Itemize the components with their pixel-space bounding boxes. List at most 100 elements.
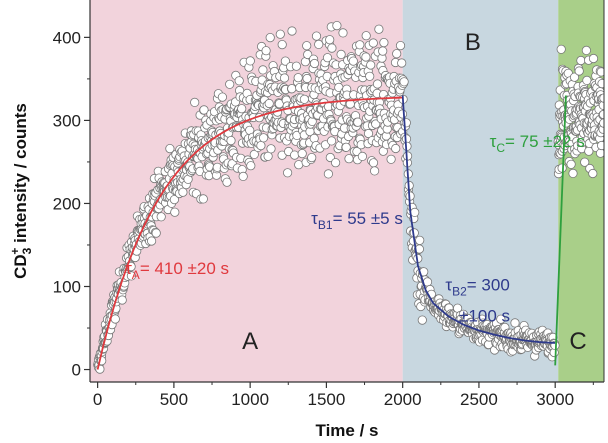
data-point — [399, 77, 409, 87]
data-point — [110, 314, 120, 324]
data-point — [258, 133, 269, 143]
data-point — [369, 166, 380, 176]
data-point — [372, 79, 383, 89]
tau-symbol: τ — [445, 276, 452, 295]
data-point — [336, 49, 346, 60]
y-tick-label: 400 — [53, 28, 81, 47]
data-point — [277, 39, 287, 50]
data-point — [265, 32, 275, 43]
data-point — [126, 271, 136, 281]
data-point — [282, 168, 293, 178]
y-axis-title-sub: 3 — [20, 247, 34, 254]
fit-annotation: τB2= 300 — [445, 276, 509, 299]
data-point — [302, 41, 312, 51]
data-point — [391, 143, 401, 154]
tau-symbol: τ — [311, 209, 318, 228]
data-point — [280, 56, 290, 66]
data-point — [566, 159, 576, 169]
data-point — [151, 228, 161, 238]
data-point — [225, 79, 235, 89]
fit-curve-a — [96, 96, 403, 370]
data-point — [156, 212, 166, 222]
data-point — [379, 37, 389, 48]
axes — [89, 0, 605, 383]
data-point — [353, 117, 363, 127]
fit-value: = 410 ±20 s — [140, 259, 229, 278]
data-point — [417, 315, 427, 325]
data-point — [355, 40, 365, 50]
y-axis-title: CD3+ intensity / counts — [8, 103, 34, 279]
data-point — [397, 58, 407, 68]
fit-curves — [96, 95, 567, 370]
data-point — [588, 53, 599, 64]
data-point — [496, 314, 506, 324]
data-point — [338, 28, 348, 38]
data-point — [401, 118, 411, 128]
data-point — [258, 65, 268, 75]
region-label-b: B — [465, 29, 481, 56]
data-point — [415, 235, 425, 245]
data-point — [581, 45, 592, 56]
data-point — [198, 194, 208, 204]
data-point — [238, 171, 248, 181]
y-tick-label: 300 — [53, 111, 81, 130]
data-point — [287, 26, 297, 36]
fit-annotation: ±100 s — [459, 306, 510, 325]
data-point — [147, 236, 157, 246]
data-point — [410, 207, 420, 217]
data-point — [597, 140, 604, 151]
x-tick-label: 1000 — [231, 390, 269, 409]
x-tick-label: 0 — [93, 390, 102, 409]
data-point — [332, 21, 342, 31]
data-point — [374, 24, 384, 34]
data-point — [595, 148, 604, 158]
data-point — [199, 105, 209, 115]
tau-subscript: A — [132, 268, 140, 282]
ticks: 0 500 1000 1500 2000 2500 3000 0 100 200 300 400 — [53, 28, 594, 409]
data-point — [596, 67, 604, 77]
data-point — [178, 187, 188, 197]
data-point — [237, 104, 247, 114]
fit-value: = 300 — [467, 276, 510, 295]
x-tick-label: 500 — [160, 390, 188, 409]
y-axis-title-rest: intensity / counts — [11, 103, 30, 248]
data-point — [190, 97, 200, 108]
data-point — [311, 31, 322, 41]
data-point — [395, 40, 406, 51]
data-point — [357, 151, 367, 161]
fit-curve-b — [401, 95, 556, 344]
x-axis-title: Time / s — [316, 421, 379, 440]
data-point — [275, 29, 285, 39]
fit-annotation: τC= 75 ±22 s — [490, 132, 585, 155]
data-point — [245, 56, 255, 66]
data-point — [326, 136, 337, 146]
data-point — [378, 46, 388, 56]
data-point — [392, 49, 402, 59]
data-point — [117, 295, 127, 305]
fit-value: ±100 s — [459, 306, 510, 325]
data-point — [365, 71, 375, 81]
data-point — [323, 169, 333, 179]
data-point — [314, 39, 324, 50]
data-point — [371, 119, 381, 129]
x-tick-label: 2500 — [460, 390, 498, 409]
data-point — [309, 58, 320, 69]
data-point — [368, 38, 378, 48]
data-point — [366, 60, 376, 70]
data-point — [325, 35, 335, 45]
fit-value: = 75 ±22 s — [505, 132, 585, 151]
data-point — [361, 31, 371, 41]
y-tick-label: 100 — [53, 278, 81, 297]
data-point — [363, 128, 374, 139]
data-point — [297, 149, 307, 159]
data-point — [344, 154, 354, 164]
data-point — [266, 144, 276, 154]
data-point — [361, 52, 371, 62]
data-point — [303, 49, 313, 60]
data-point — [510, 318, 520, 328]
data-point — [165, 144, 175, 154]
y-axis-title-sup: + — [8, 248, 22, 255]
data-point — [568, 168, 578, 178]
data-point — [322, 53, 333, 63]
data-point — [327, 43, 337, 53]
